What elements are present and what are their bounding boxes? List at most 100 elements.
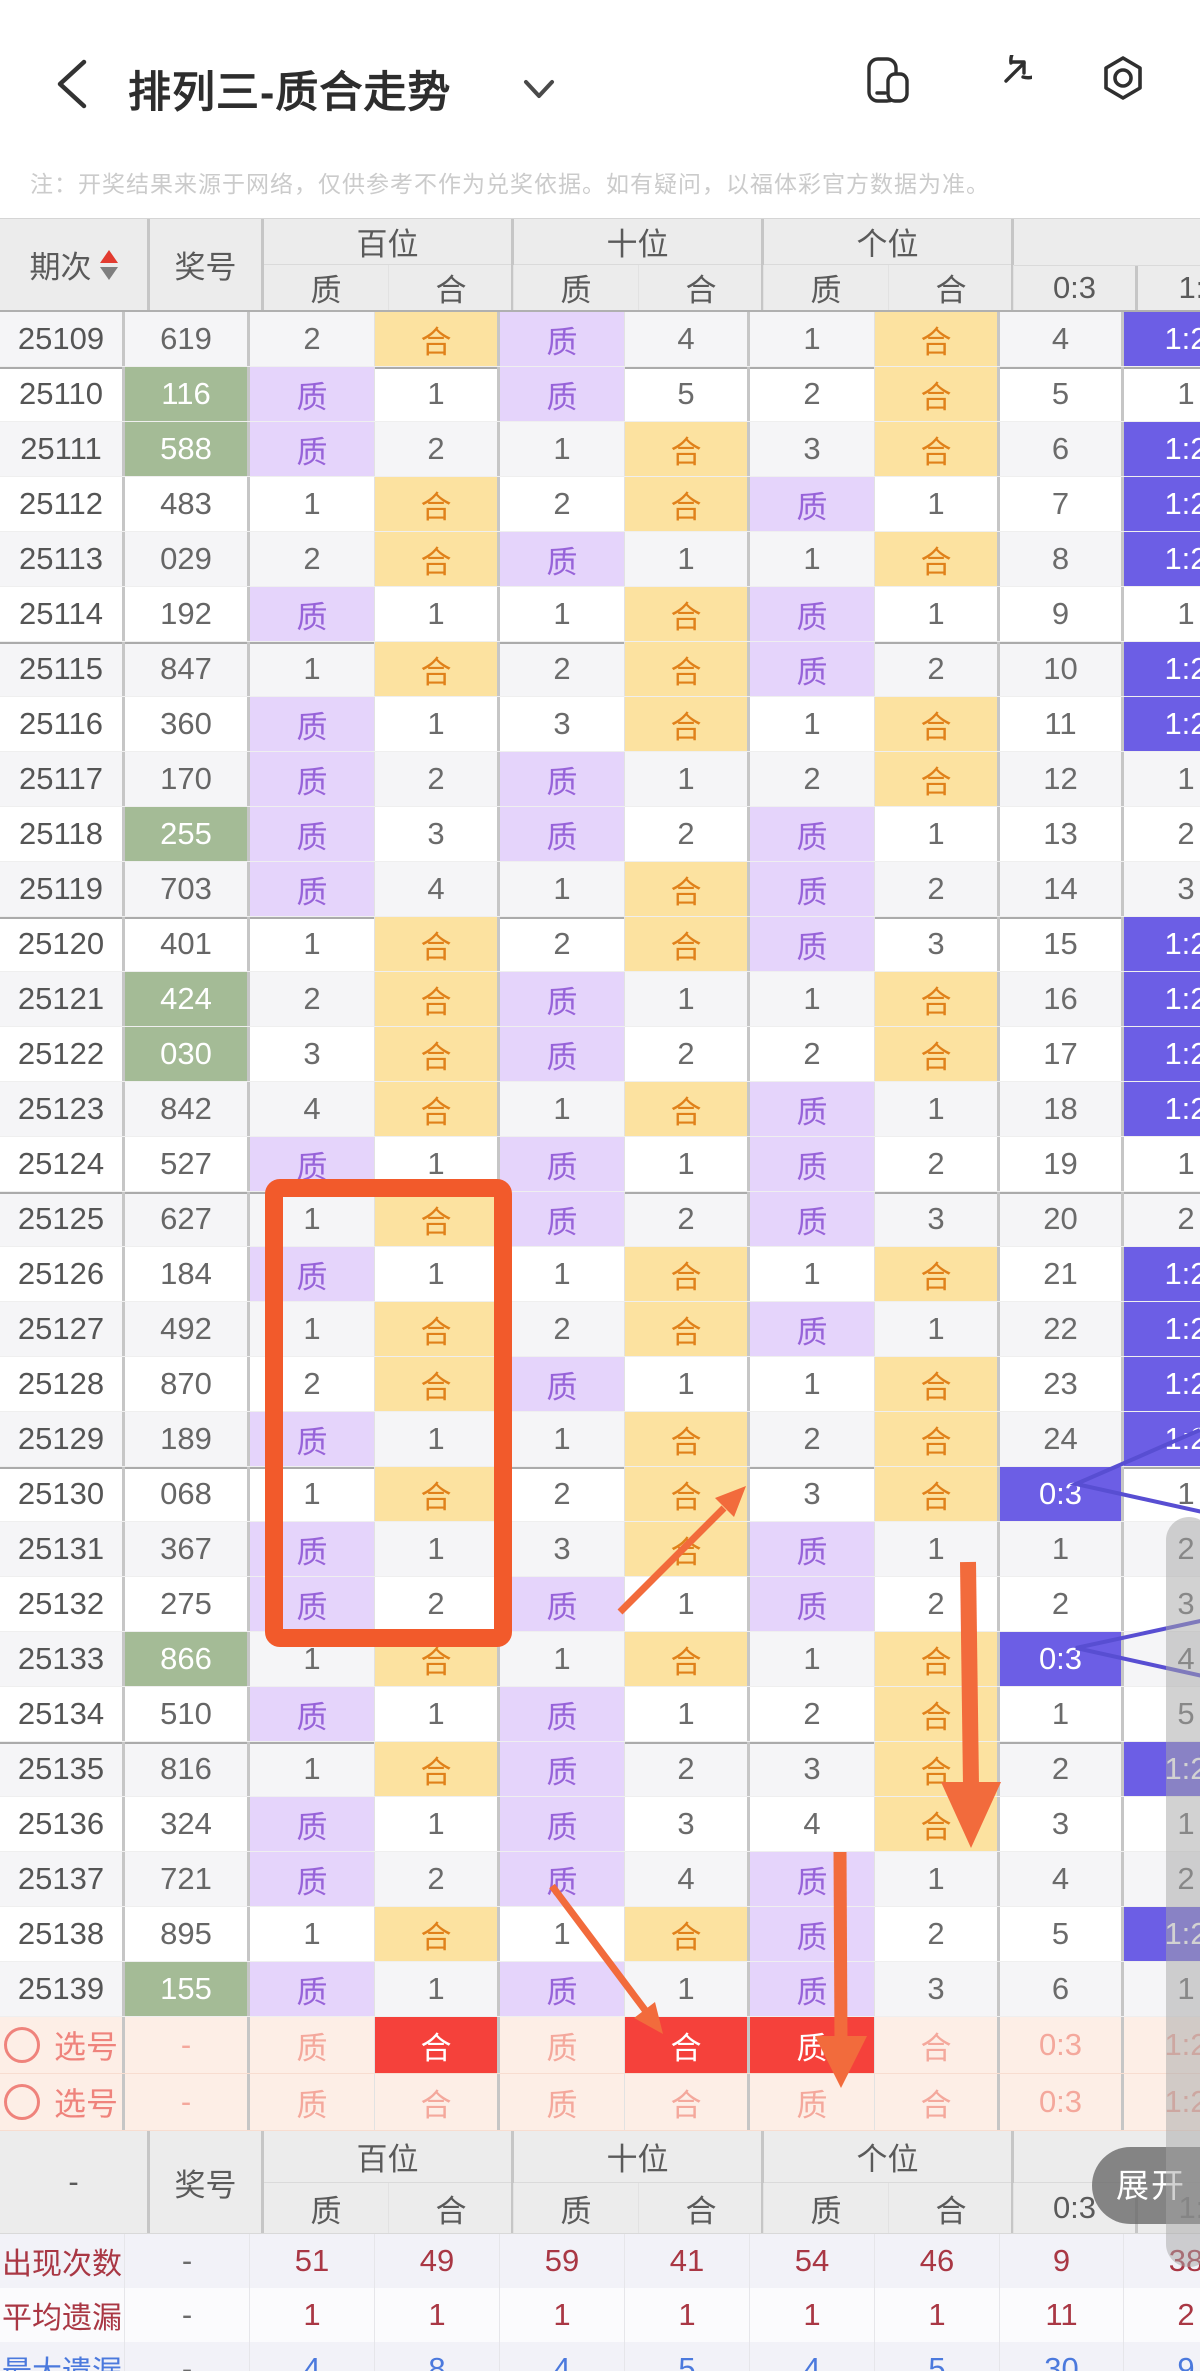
zhi-cell: 质 [500,1797,625,1851]
period-cell: 25137 [0,1852,125,1906]
select-circle-icon[interactable] [3,2027,40,2063]
he-cell: 合 [625,422,750,476]
page-title: 排列三-质合走势 [128,69,452,117]
summary-number-cell: - [125,2234,250,2288]
summary-value-cell: 5 [875,2342,1000,2371]
select-option-cell[interactable]: 质 [750,2074,875,2130]
he-cell: 合 [875,752,1000,806]
back-icon[interactable] [52,58,92,110]
zhi-cell: 质 [750,862,875,916]
summary-value-cell: 49 [375,2234,500,2288]
miss-count-cell: 1 [1124,587,1200,641]
period-cell: 25139 [0,1962,125,2016]
table-row: 25132275质2质1质223 [0,1577,1200,1632]
miss-count-cell: 11 [1000,697,1124,751]
select-option-cell[interactable]: 质 [250,2017,375,2073]
overlapping-windows-icon[interactable] [864,55,914,105]
miss-count-cell: 3 [750,1467,875,1521]
select-option-cell[interactable]: 质 [500,2017,625,2073]
miss-count-cell: 24 [1000,1412,1124,1466]
he-cell: 合 [375,972,500,1026]
zhi-cell: 质 [250,367,375,421]
he-cell: 合 [875,1797,1000,1851]
table-row: 25114 192 质 1 1 合质 1 9 1 [0,587,1200,642]
he-cell: 合 [875,367,1000,421]
miss-count-cell: 1 [625,972,750,1026]
select-option-cell[interactable]: 质 [250,2074,375,2130]
miss-count-cell: 1 [750,1247,875,1301]
select-circle-icon[interactable] [3,2084,40,2120]
he-cell: 合 [375,1907,500,1961]
group-subs: 质合 [264,265,514,310]
ratio-hit-cell: 1:2 [1124,1027,1200,1081]
select-label-cell[interactable]: 选号 [0,2074,125,2130]
he-cell: 合 [625,1082,750,1136]
settings-nut-icon[interactable] [1098,55,1148,105]
select-label-cell[interactable]: 选号 [0,2017,125,2073]
number-cell: 870 [125,1357,250,1411]
sub-header: 质 [264,2183,389,2233]
miss-count-cell: 3 [500,1522,625,1576]
miss-count-cell: 2 [875,862,1000,916]
scrollbar-thumb[interactable] [1166,1517,1200,2267]
select-option-cell-selected[interactable]: 合 [625,2017,750,2073]
number-cell: 367 [125,1522,250,1576]
select-option-cell[interactable]: 合 [375,2074,500,2130]
period-header-label: - [68,2164,79,2199]
miss-count-cell: 1 [375,1522,500,1576]
group-subs: 质合 [764,265,1014,310]
period-cell: 25138 [0,1907,125,1961]
period-sort-header[interactable]: 期次 [0,219,150,310]
he-cell: 合 [375,1742,500,1796]
miss-count-cell: 2 [500,1467,625,1521]
he-cell: 合 [625,477,750,531]
chevron-down-icon[interactable] [522,78,556,102]
number-header: 奖号 [150,2131,264,2233]
miss-count-cell: 2 [500,917,625,971]
select-option-cell[interactable]: 合 [875,2017,1000,2073]
miss-count-cell: 5 [1000,1907,1124,1961]
header-group: 0:31:2 [1014,219,1200,310]
miss-count-cell: 2 [1000,1577,1124,1631]
zhi-cell: 质 [500,1962,625,2016]
number-cell: 895 [125,1907,250,1961]
miss-count-cell: 1 [625,1962,750,2016]
ratio-hit-cell: 1:2 [1124,972,1200,1026]
header-group: 个位质合 [764,2131,1014,2233]
miss-count-cell: 3 [500,697,625,751]
select-option-cell-selected[interactable]: 合 [375,2017,500,2073]
miss-count-cell: 1 [250,1632,375,1686]
select-option-cell-selected[interactable]: 质 [750,2017,875,2073]
miss-count-cell: 1 [750,697,875,751]
summary-label: 最大遗漏 [0,2342,125,2371]
miss-count-cell: 2 [250,532,375,586]
he-cell: 合 [875,1687,1000,1741]
ratio-hit-cell: 0:3 [1000,1467,1124,1521]
zhi-cell: 质 [500,752,625,806]
group-subs: 质合 [514,265,764,310]
ratio-hit-cell: 0:3 [1000,1632,1124,1686]
share-icon[interactable] [982,55,1032,105]
sort-asc-icon [99,249,118,263]
select-option-cell[interactable]: 合 [625,2074,750,2130]
select-option-cell[interactable]: 质 [500,2074,625,2130]
summary-label: 出现次数 [0,2234,125,2288]
sub-header: 合 [889,265,1014,310]
miss-count-cell: 2 [875,642,1000,696]
miss-count-cell: 2 [625,1742,750,1796]
zhi-cell: 质 [750,807,875,861]
select-label: 选号 [53,2086,118,2122]
miss-count-cell: 1 [250,1742,375,1796]
group-label: 个位 [764,2131,1011,2183]
ratio-hit-cell: 1:2 [1124,1247,1200,1301]
disclaimer-note: 注：开奖结果来源于网络，仅供参考不作为兑奖依据。如有疑问，以福体彩官方数据为准。 [30,171,990,197]
miss-count-cell: 2 [250,1357,375,1411]
zhi-cell: 质 [500,312,625,366]
select-option-cell[interactable]: 合 [875,2074,1000,2130]
period-cell: 25127 [0,1302,125,1356]
he-cell: 合 [375,1302,500,1356]
